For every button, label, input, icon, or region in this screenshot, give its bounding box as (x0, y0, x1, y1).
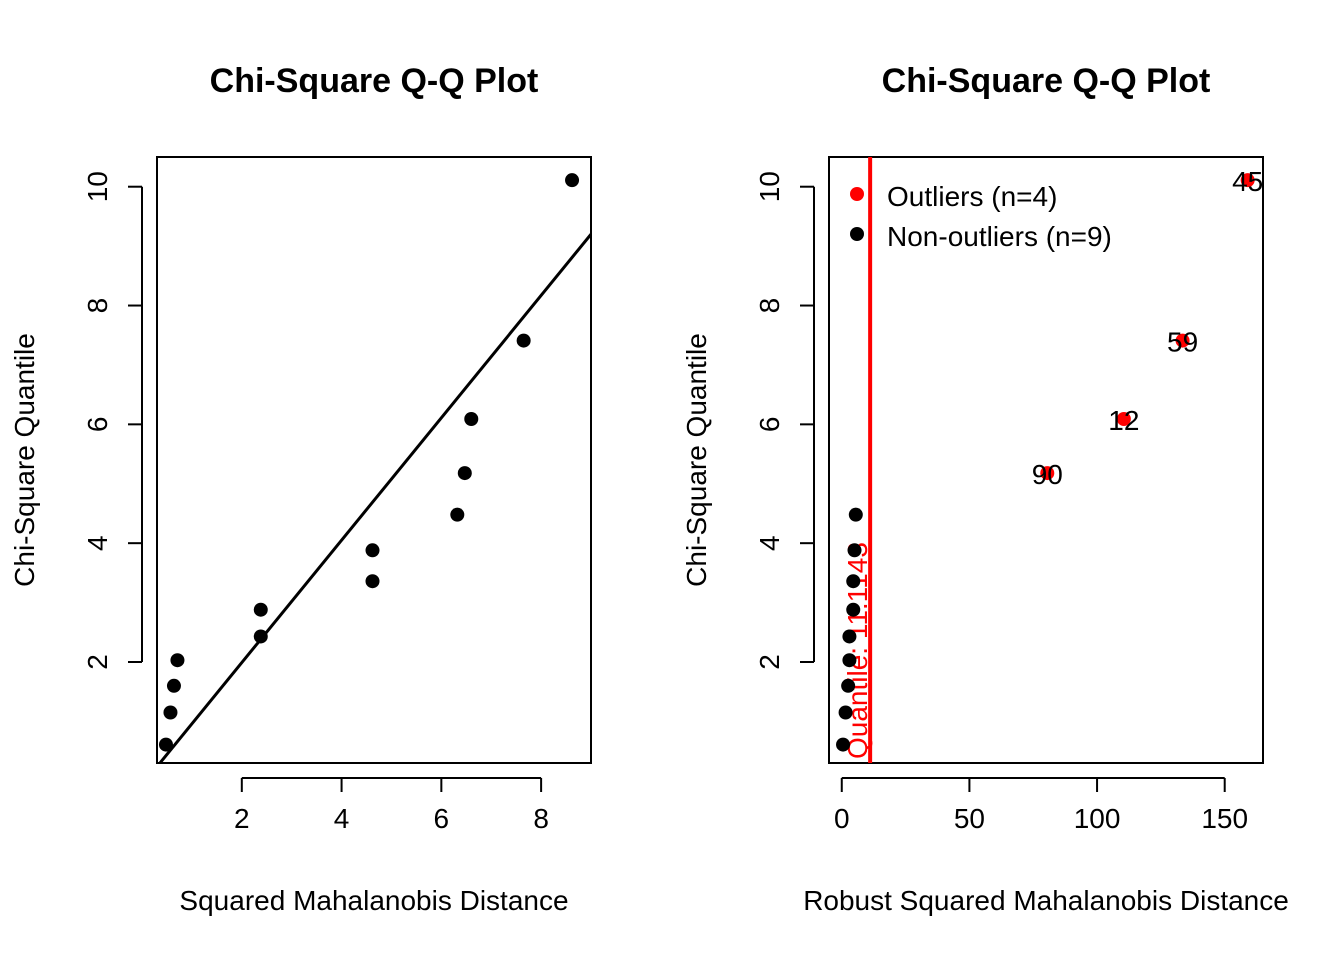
non-outlier-point (842, 653, 857, 668)
non-outlier-point (848, 507, 863, 522)
data-point (253, 602, 268, 617)
non-outlier-point (838, 705, 853, 720)
data-point (365, 543, 380, 558)
right-x-tick-label: 100 (1074, 803, 1121, 834)
non-outlier-point (847, 543, 862, 558)
left-y-tick-label: 8 (82, 298, 113, 314)
non-outlier-point (846, 574, 861, 589)
right-x-axis-label: Robust Squared Mahalanobis Distance (803, 885, 1289, 916)
right-marks: Quantile: 11.1143 90 12 59 45 (836, 157, 1263, 763)
right-chart-title: Chi-Square Q-Q Plot (882, 62, 1211, 100)
data-point (253, 629, 268, 644)
left-plot-frame (156, 156, 592, 764)
right-legend: Outliers (n=4) Non-outliers (n=9) (850, 181, 1112, 252)
data-point (457, 466, 472, 481)
left-chart-title: Chi-Square Q-Q Plot (210, 62, 539, 100)
right-y-tick-label: 2 (754, 654, 785, 670)
left-y-tick-label: 6 (82, 417, 113, 433)
right-x-tick-label: 0 (834, 803, 850, 834)
left-x-tick-label: 6 (434, 803, 450, 834)
data-point (365, 574, 380, 589)
reference-line (158, 233, 591, 763)
right-y-tick-label: 8 (754, 298, 785, 314)
right-x-tick-label: 50 (954, 803, 985, 834)
legend-non-outlier-marker (850, 227, 864, 241)
data-point (464, 412, 479, 427)
left-y-axis-label: Chi-Square Quantile (9, 333, 40, 587)
legend-outlier-marker (850, 187, 864, 201)
cutoff-label: Quantile: 11.1143 (842, 542, 873, 759)
non-outlier-point (842, 629, 857, 644)
non-outlier-point (836, 737, 851, 752)
left-x-tick-label: 2 (234, 803, 250, 834)
data-point (565, 173, 580, 188)
right-y-tick-label: 4 (754, 535, 785, 551)
non-outlier-point (846, 602, 861, 617)
outlier-label: 59 (1167, 327, 1198, 358)
left-marks (158, 173, 591, 763)
right-y-tick-label: 6 (754, 417, 785, 433)
legend-non-outliers-label: Non-outliers (n=9) (887, 221, 1112, 252)
outlier-point (1040, 466, 1055, 481)
right-plot-frame (828, 156, 1264, 764)
outlier-point (1240, 173, 1255, 188)
right-x-tick-label: 150 (1201, 803, 1248, 834)
legend-outliers-label: Outliers (n=4) (887, 181, 1057, 212)
left-panel: Chi-Square Q-Q Plot Squared Mahalanobis … (9, 62, 592, 916)
outlier-label: 45 (1232, 166, 1263, 197)
right-y-tick-label: 10 (754, 171, 785, 202)
left-x-axis-label: Squared Mahalanobis Distance (179, 885, 568, 916)
data-point (516, 333, 531, 348)
left-axes: 2 4 6 8 2 4 6 8 10 (82, 171, 549, 834)
right-axes: 0 50 100 150 2 4 6 8 10 (754, 171, 1248, 834)
non-outlier-point (841, 678, 856, 693)
outlier-label: 12 (1108, 405, 1139, 436)
left-y-tick-label: 4 (82, 535, 113, 551)
outlier-point (1175, 333, 1190, 348)
data-point (163, 705, 178, 720)
data-point (170, 653, 185, 668)
left-x-tick-label: 8 (533, 803, 549, 834)
left-x-tick-label: 4 (334, 803, 350, 834)
outlier-point (1116, 412, 1131, 427)
data-point (166, 678, 181, 693)
right-panel: Chi-Square Q-Q Plot Robust Squared Mahal… (681, 62, 1289, 916)
data-point (158, 737, 173, 752)
outlier-label: 90 (1032, 459, 1063, 490)
left-y-tick-label: 2 (82, 654, 113, 670)
left-y-tick-label: 10 (82, 171, 113, 202)
right-y-axis-label: Chi-Square Quantile (681, 333, 712, 587)
data-point (450, 507, 465, 522)
